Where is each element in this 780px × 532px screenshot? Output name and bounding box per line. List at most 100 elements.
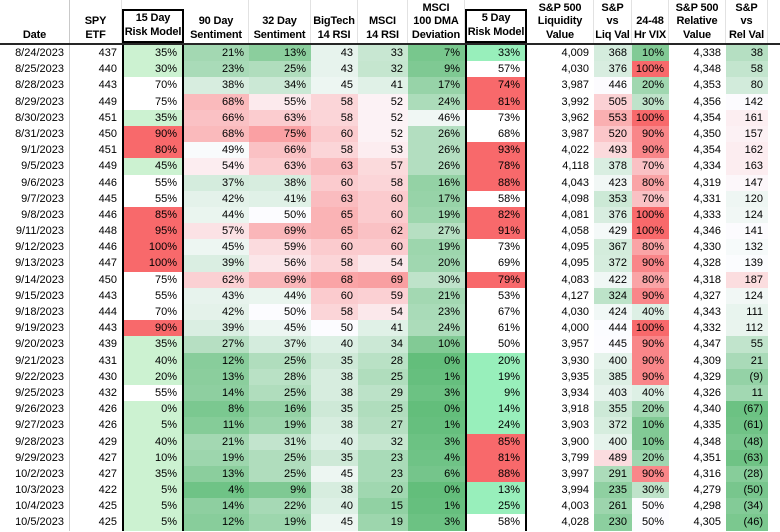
cell-vs-rel[interactable]: 124 [726,206,768,224]
cell-date[interactable]: 8/31/2023 [0,125,70,143]
cell-risk-15d[interactable]: 100% [122,255,184,272]
cell-sent-32d[interactable]: 44% [249,287,311,304]
cell-vs-rel[interactable]: 111 [726,304,768,321]
cell-bigtech-rsi[interactable]: 38 [311,384,358,402]
cell-bigtech-rsi[interactable]: 58 [311,93,358,110]
column-header-vs-liq[interactable]: S&P vs Liq Val [594,0,632,43]
cell-sent-90d[interactable]: 13% [184,465,249,483]
cell-date[interactable]: 8/29/2023 [0,93,70,110]
cell-liq-value[interactable]: 4,127 [561,289,589,302]
cell-msci-dma[interactable]: 17% [408,77,465,94]
cell-vs-rel[interactable]: 157 [726,125,768,143]
cell-msci-rsi[interactable]: 32 [358,433,408,450]
cell-vix[interactable]: 90% [632,368,669,385]
cell-vs-rel[interactable]: (9) [726,368,768,385]
cell-vix[interactable]: 50% [632,514,669,531]
cell-vix[interactable]: 100% [632,223,669,240]
cell-risk-15d[interactable]: 70% [122,77,184,94]
cell-msci-dma[interactable]: 6% [408,465,465,483]
cell-sent-32d[interactable]: 59% [249,239,311,256]
cell-sent-32d[interactable]: 25% [249,465,311,483]
cell-risk-15d[interactable]: 35% [122,465,184,483]
cell-msci-rsi[interactable]: 60 [358,239,408,256]
cell-msci-dma[interactable]: 3% [408,433,465,450]
cell-risk-15d[interactable]: 40% [122,352,184,369]
cell-vix[interactable]: 80% [632,239,669,256]
cell-bigtech-rsi[interactable]: 63 [311,158,358,175]
cell-date[interactable]: 10/5/2023 [0,514,70,531]
cell-vix[interactable]: 70% [632,158,669,175]
cell-risk-5d[interactable]: 20% [465,352,527,369]
cell-msci-rsi[interactable]: 52 [358,93,408,110]
cell-date[interactable]: 9/19/2023 [0,320,70,337]
cell-bigtech-rsi[interactable]: 58 [311,255,358,272]
cell-liq-value[interactable]: 3,997 [561,467,589,480]
cell-sent-90d[interactable]: 62% [184,271,249,288]
cell-sent-32d[interactable]: 41% [249,190,311,207]
cell-risk-5d[interactable]: 93% [465,142,527,159]
cell-vs-liq[interactable]: 400 [594,433,632,450]
cell-vs-liq[interactable]: 424 [594,304,632,321]
cell-date[interactable]: 10/4/2023 [0,498,70,515]
cell-msci-dma[interactable]: 3% [408,514,465,531]
cell-msci-rsi[interactable]: 60 [358,206,408,224]
cell-bigtech-rsi[interactable]: 40 [311,433,358,450]
cell-vix[interactable]: 70% [632,190,669,207]
cell-msci-rsi[interactable]: 52 [358,109,408,126]
cell-vs-rel[interactable]: 21 [726,352,768,369]
cell-vix[interactable]: 90% [632,336,669,353]
cell-vs-liq[interactable]: 372 [594,417,632,434]
cell-spy-etf[interactable]: 430 [98,370,117,383]
cell-liq-value[interactable]: 3,799 [561,451,589,464]
cell-vs-rel[interactable]: 141 [726,223,768,240]
cell-date[interactable]: 9/25/2023 [0,384,70,402]
cell-vs-rel[interactable]: 162 [726,142,768,159]
cell-spy-etf[interactable]: 426 [98,419,117,432]
cell-vs-rel[interactable]: (48) [726,433,768,450]
cell-vs-rel[interactable]: 11 [726,384,768,402]
cell-risk-5d[interactable]: 61% [465,320,527,337]
cell-risk-15d[interactable]: 30% [122,61,184,78]
cell-vs-liq[interactable]: 372 [594,255,632,272]
cell-risk-5d[interactable]: 9% [465,384,527,402]
cell-msci-rsi[interactable]: 27 [358,417,408,434]
cell-sent-32d[interactable]: 45% [249,320,311,337]
cell-vix[interactable]: 90% [632,125,669,143]
cell-risk-15d[interactable]: 5% [122,514,184,531]
cell-rel-value[interactable]: 4,335 [693,419,721,432]
cell-spy-etf[interactable]: 443 [98,289,117,302]
cell-vs-rel[interactable]: 112 [726,320,768,337]
cell-sent-90d[interactable]: 39% [184,320,249,337]
cell-liq-value[interactable]: 3,994 [561,484,589,497]
cell-bigtech-rsi[interactable]: 38 [311,482,358,499]
cell-bigtech-rsi[interactable]: 60 [311,125,358,143]
cell-vs-liq[interactable]: 444 [594,320,632,337]
cell-msci-rsi[interactable]: 58 [358,174,408,191]
cell-risk-5d[interactable]: 81% [465,449,527,466]
cell-sent-90d[interactable]: 68% [184,93,249,110]
cell-spy-etf[interactable]: 439 [98,338,117,351]
cell-sent-32d[interactable]: 34% [249,77,311,94]
cell-sent-90d[interactable]: 23% [184,61,249,78]
cell-date[interactable]: 10/3/2023 [0,482,70,499]
cell-risk-5d[interactable]: 74% [465,77,527,94]
cell-vix[interactable]: 100% [632,109,669,126]
cell-sent-90d[interactable]: 21% [184,45,249,62]
cell-sent-90d[interactable]: 14% [184,498,249,515]
cell-sent-32d[interactable]: 19% [249,514,311,531]
cell-liq-value[interactable]: 3,900 [561,435,589,448]
cell-rel-value[interactable]: 4,279 [693,484,721,497]
cell-risk-5d[interactable]: 81% [465,93,527,110]
cell-rel-value[interactable]: 4,330 [693,241,721,254]
cell-msci-dma[interactable]: 19% [408,239,465,256]
column-header-msci-dma[interactable]: MSCI 100 DMA Deviation [408,0,465,43]
cell-date[interactable]: 8/28/2023 [0,77,70,94]
cell-sent-32d[interactable]: 28% [249,368,311,385]
cell-msci-dma[interactable]: 20% [408,255,465,272]
cell-vs-liq[interactable]: 230 [594,514,632,531]
cell-sent-90d[interactable]: 19% [184,449,249,466]
cell-vix[interactable]: 80% [632,174,669,191]
cell-spy-etf[interactable]: 432 [98,386,117,399]
cell-spy-etf[interactable]: 427 [98,451,117,464]
cell-risk-15d[interactable]: 75% [122,93,184,110]
